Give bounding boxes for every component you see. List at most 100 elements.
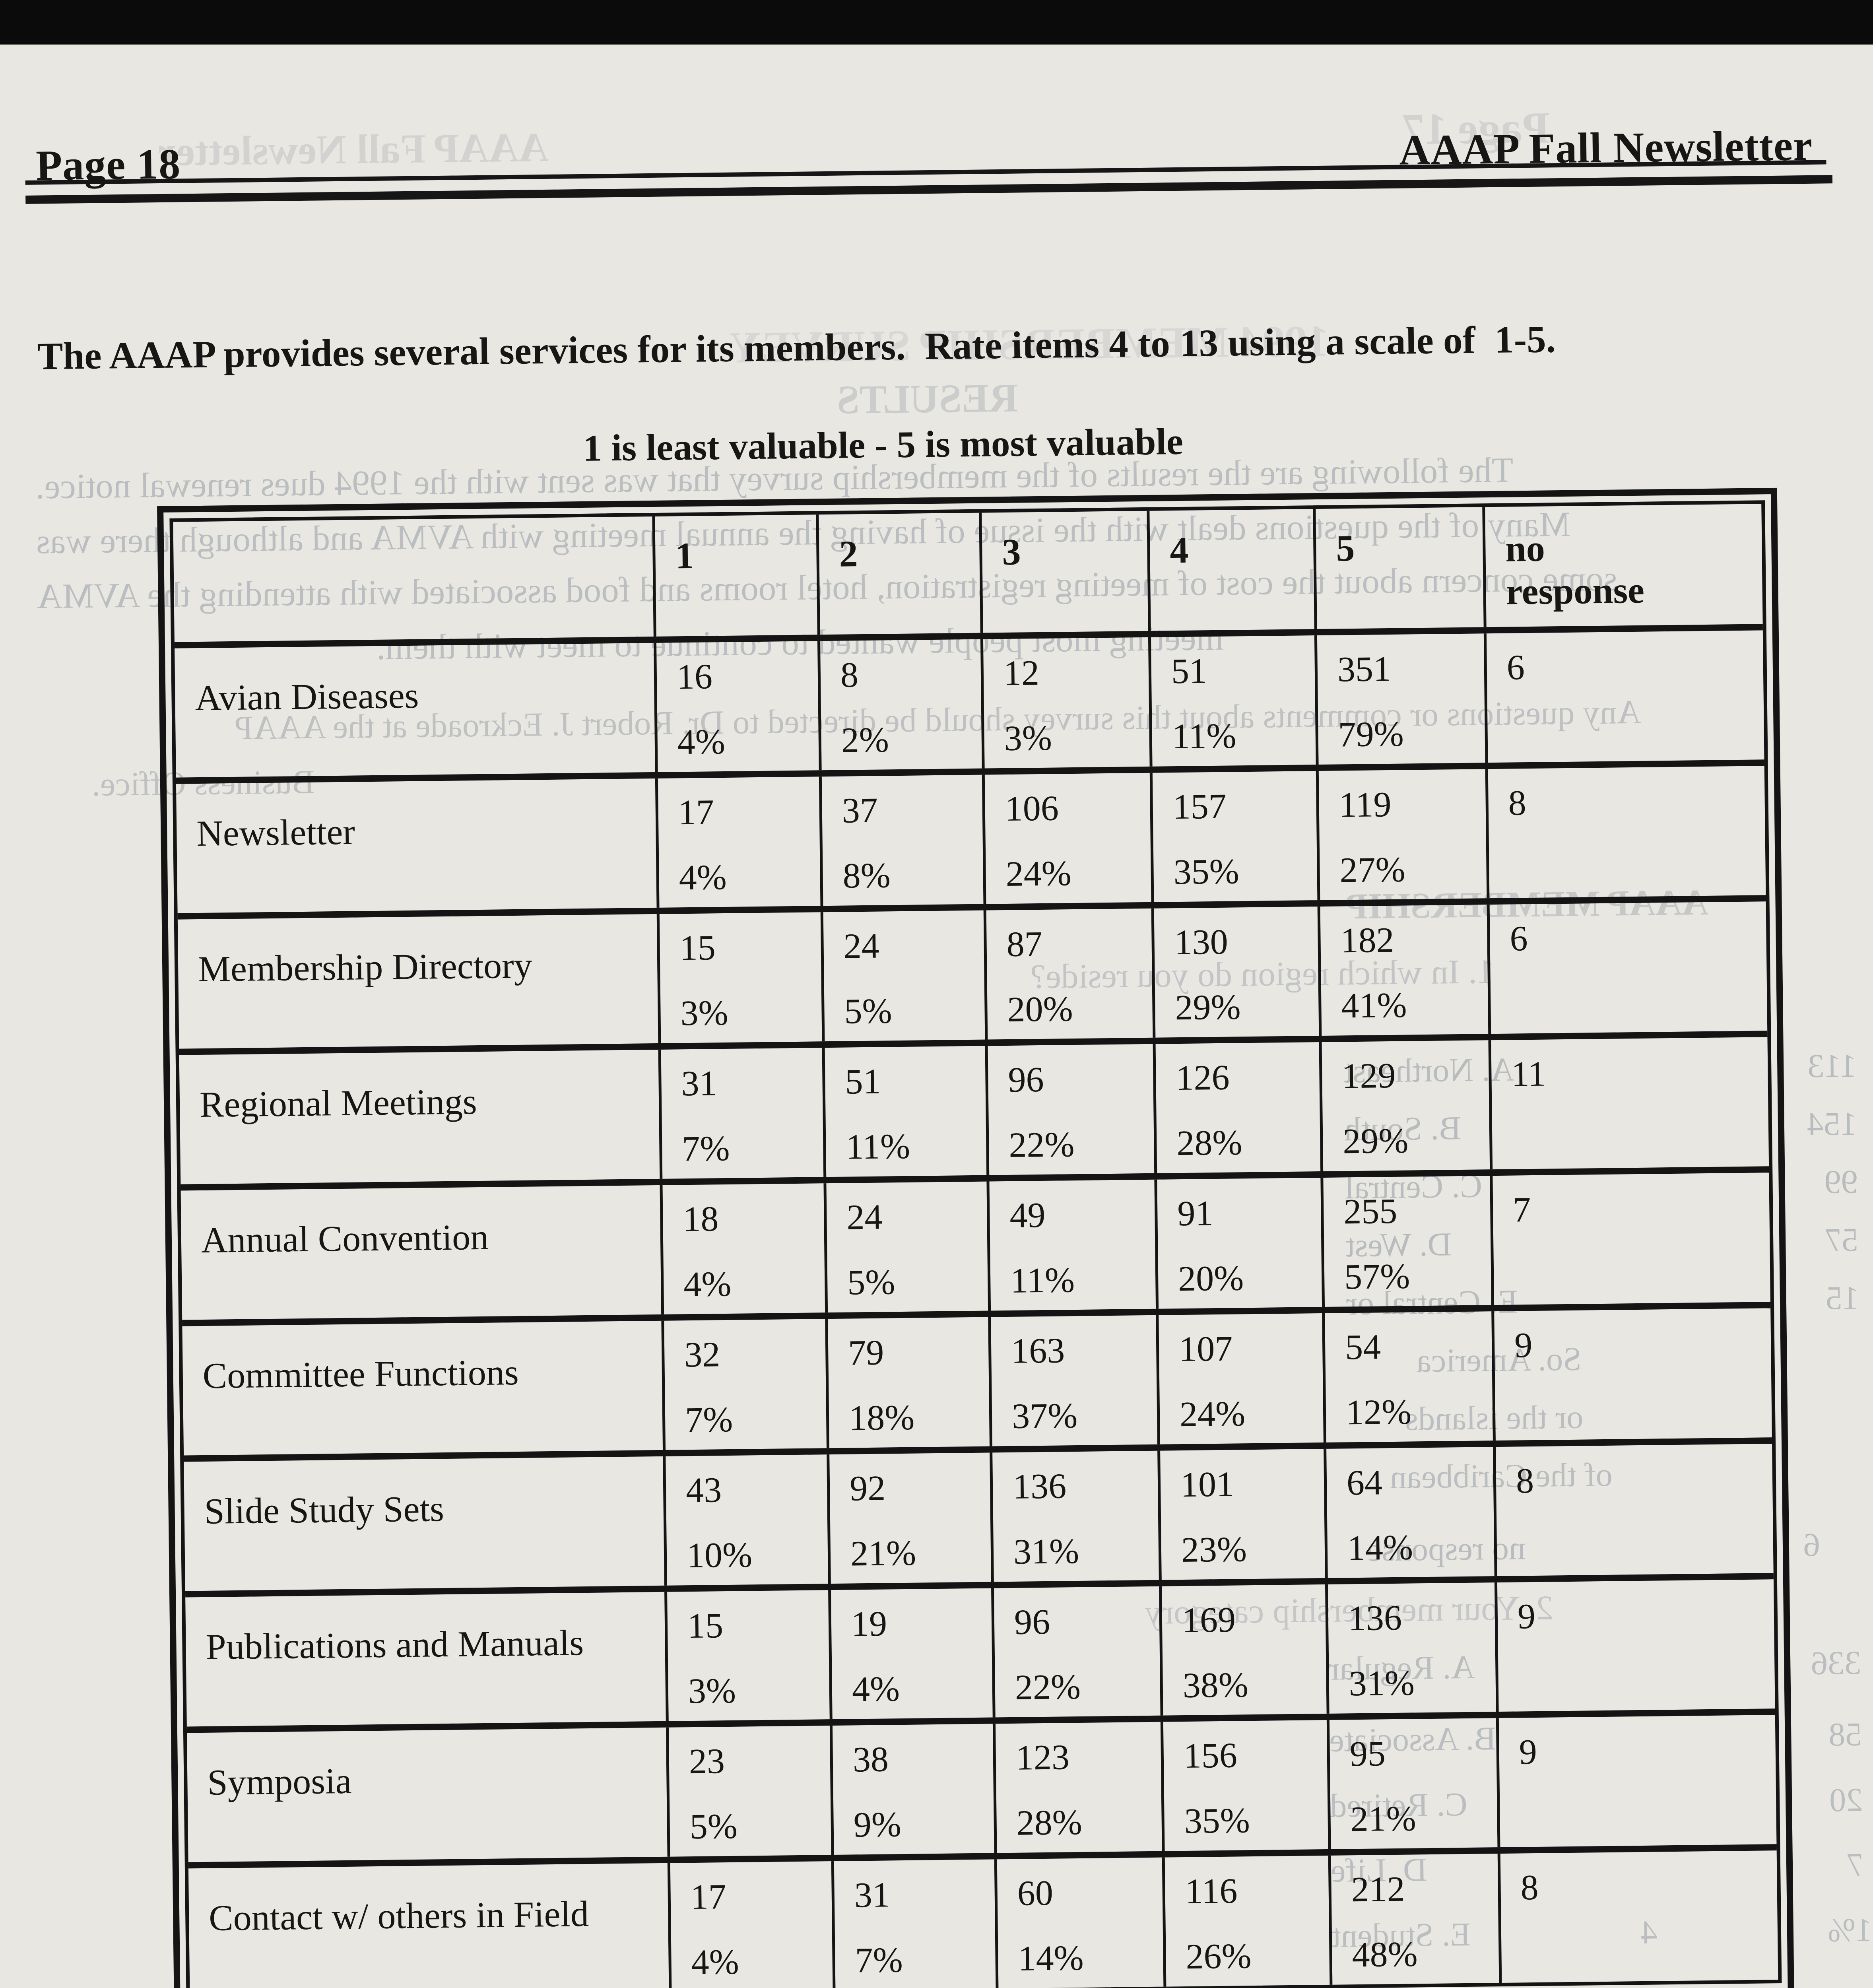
row-label: Avian Diseases [194, 675, 419, 718]
cell-percent: 79% [1338, 714, 1404, 755]
cell-percent: 2% [841, 720, 889, 760]
cell-count: 49 [1009, 1195, 1046, 1235]
bleed-option-value: 57 [1824, 1221, 1859, 1259]
cell-percent: 14% [1347, 1528, 1413, 1568]
cell-percent: 23% [1181, 1529, 1247, 1570]
row-label: Committee Functions [202, 1351, 519, 1396]
table-row: Slide Study Sets 43 10% 92 21% 136 31% 101 2… [184, 1437, 1774, 1591]
column-header-5: 5 [1313, 507, 1484, 629]
cell-percent: 22% [1015, 1667, 1081, 1707]
bleed-option-value: 7 [1846, 1846, 1864, 1884]
cell-percent: 38% [1182, 1665, 1249, 1705]
scan-edge-bar [0, 0, 1873, 45]
cell-count: 182 [1340, 920, 1395, 961]
cell-count: 51 [844, 1062, 881, 1102]
cell-count: 15 [679, 928, 716, 968]
cell-count: 24 [843, 926, 880, 966]
cell-percent: 4% [679, 857, 727, 897]
cell-count: 8 [1508, 783, 1527, 823]
cell-count: 31 [681, 1064, 718, 1104]
row-label: Slide Study Sets [204, 1488, 444, 1532]
cell-count: 123 [1015, 1738, 1070, 1778]
cell-count: 255 [1343, 1191, 1397, 1232]
cell-count: 116 [1185, 1871, 1238, 1911]
table-row: Newsletter 17 4% 37 8% 106 24% 157 35% 119 27… [176, 759, 1766, 913]
cell-percent: 14% [1018, 1938, 1084, 1978]
table-row: Publications and Manuals 15 3% 19 4% 96 22%… [185, 1573, 1775, 1727]
cell-percent: 24% [1179, 1394, 1246, 1434]
cell-count: 6 [1510, 919, 1528, 959]
cell-percent: 29% [1174, 987, 1241, 1027]
cell-percent: 8% [842, 855, 891, 896]
cell-count: 163 [1011, 1331, 1065, 1371]
table-row: Annual Convention 18 4% 24 5% 49 11% 91 20% … [181, 1166, 1770, 1320]
row-label: Membership Directory [198, 945, 533, 990]
cell-percent: 26% [1186, 1936, 1252, 1976]
cell-count: 11 [1511, 1054, 1546, 1094]
row-label: Contact w/ others in Field [208, 1893, 589, 1938]
cell-percent: 3% [680, 993, 729, 1033]
cell-count: 79 [848, 1333, 884, 1373]
cell-count: 8 [840, 655, 859, 695]
cell-count: 129 [1341, 1056, 1396, 1096]
cell-count: 51 [1171, 651, 1207, 691]
row-label: Newsletter [196, 811, 355, 854]
bleed-results-heading: RESULTS [837, 375, 1019, 423]
bleed-header-left: AAAP Fall Newsletter [158, 124, 549, 175]
table-row: Symposia 23 5% 38 9% 123 28% 156 35% 95 21% 9 [186, 1708, 1777, 1862]
cell-count: 7 [1512, 1190, 1531, 1230]
cell-count: 157 [1172, 786, 1227, 827]
cell-count: 107 [1178, 1329, 1233, 1369]
column-header-1: 1 [652, 514, 817, 637]
table-row: Committee Functions 32 7% 79 18% 163 37% 10… [182, 1302, 1772, 1456]
cell-count: 64 [1346, 1463, 1383, 1503]
cell-percent: 7% [685, 1400, 733, 1440]
cell-percent: 3% [688, 1671, 736, 1711]
cell-count: 60 [1017, 1873, 1054, 1913]
cell-percent: 11% [845, 1126, 910, 1167]
cell-count: 136 [1012, 1466, 1067, 1507]
cell-count: 12 [1003, 653, 1040, 693]
cell-count: 8 [1516, 1461, 1534, 1501]
cell-count: 106 [1005, 788, 1059, 829]
cell-count: 126 [1175, 1058, 1230, 1098]
cell-count: 9 [1517, 1596, 1536, 1637]
cell-percent: 5% [689, 1806, 738, 1846]
cell-percent: 35% [1184, 1800, 1250, 1841]
column-header-no-response: no response [1482, 504, 1763, 627]
cell-percent: 4% [683, 1264, 732, 1304]
cell-count: 169 [1182, 1600, 1236, 1640]
cell-percent: 20% [1178, 1258, 1244, 1299]
cell-count: 17 [678, 792, 714, 833]
cell-count: 130 [1174, 922, 1229, 963]
cell-count: 96 [1014, 1602, 1050, 1642]
cell-percent: 29% [1342, 1121, 1409, 1161]
bleed-option-value: 113 [1807, 1047, 1857, 1085]
cell-count: 17 [690, 1877, 727, 1917]
table-header-row: 1 2 3 4 5 no response [173, 504, 1763, 642]
cell-percent: 21% [850, 1533, 916, 1574]
cell-percent: 5% [844, 991, 893, 1031]
cell-percent: 48% [1351, 1934, 1418, 1974]
cell-count: 23 [689, 1741, 725, 1782]
cell-percent: 7% [855, 1940, 903, 1980]
cell-percent: 4% [677, 722, 726, 762]
cell-count: 351 [1337, 649, 1392, 689]
cell-percent: 11% [1172, 716, 1236, 756]
table-row: Avian Diseases 16 4% 8 2% 12 3% 51 11% 351 79… [174, 624, 1764, 778]
cell-percent: 11% [1010, 1260, 1075, 1301]
cell-percent: 18% [848, 1398, 915, 1438]
row-label: Regional Meetings [199, 1081, 477, 1125]
bleed-option-value: 58 [1828, 1716, 1862, 1753]
cell-percent: 35% [1173, 851, 1240, 892]
bleed-option-value: 99 [1824, 1163, 1858, 1201]
cell-percent: 24% [1005, 853, 1072, 894]
cell-count: 101 [1180, 1464, 1234, 1505]
cell-percent: 21% [1350, 1798, 1417, 1839]
cell-percent: 28% [1176, 1122, 1242, 1163]
cell-count: 136 [1348, 1598, 1402, 1639]
cell-percent: 4% [691, 1942, 739, 1982]
bleed-option-value: 154 [1807, 1105, 1857, 1143]
